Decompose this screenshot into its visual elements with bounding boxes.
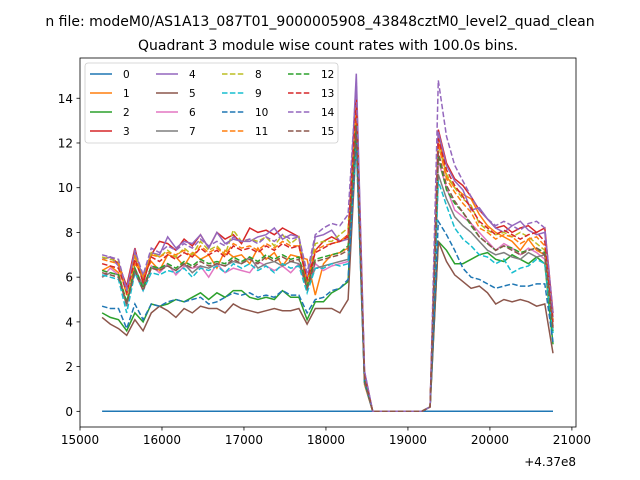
- x-tick-label: 19000: [389, 433, 427, 447]
- series-line-15: [101, 127, 554, 413]
- chart-title: Quadrant 3 module wise count rates with …: [138, 38, 518, 54]
- y-tick-label: 8: [65, 226, 73, 240]
- x-tick-label: 20000: [471, 433, 509, 447]
- axes: 15000 16000 17000 18000 19000 20000 21000 0 2 4 6 8…: [58, 57, 591, 447]
- legend-label-9: 9: [255, 88, 262, 100]
- axes-frame: [79, 57, 577, 428]
- y-tick-label: 2: [65, 360, 73, 374]
- y-tick-label: 12: [58, 136, 73, 150]
- y-tick-label: 6: [65, 271, 73, 285]
- legend-box: [84, 62, 339, 144]
- legend-label-1: 1: [123, 88, 130, 100]
- figure-suptitle: n file: modeM0/AS1A13_087T01_9000005908_…: [45, 14, 594, 30]
- legend-label-3: 3: [123, 126, 130, 138]
- legend-label-2: 2: [123, 107, 130, 119]
- series-line-5: [101, 140, 554, 413]
- x-tick-label: 15000: [61, 433, 99, 447]
- x-offset-label: +4.37e8: [524, 455, 576, 469]
- series-line-8: [101, 100, 554, 413]
- legend-label-12: 12: [321, 69, 334, 81]
- series-line-9: [101, 145, 554, 413]
- legend-label-0: 0: [123, 69, 130, 81]
- y-tick-label: 0: [65, 405, 73, 419]
- plot-area: [101, 73, 554, 413]
- x-tick-label: 21000: [553, 433, 591, 447]
- series-line-6: [101, 109, 554, 413]
- legend-label-4: 4: [189, 69, 196, 81]
- legend-label-10: 10: [255, 107, 268, 119]
- series-line-10: [101, 133, 554, 413]
- x-tick-label: 17000: [225, 433, 263, 447]
- legend-label-11: 11: [255, 126, 268, 138]
- series-line-1: [101, 120, 554, 413]
- y-tick-label: 4: [65, 315, 73, 329]
- series-line-13: [101, 98, 554, 413]
- legend-label-6: 6: [189, 107, 196, 119]
- series-line-14: [101, 80, 554, 413]
- legend-label-7: 7: [189, 126, 196, 138]
- legend-label-5: 5: [189, 88, 196, 100]
- x-tick-label: 18000: [307, 433, 345, 447]
- y-tick-label: 10: [58, 181, 73, 195]
- y-tick-label: 14: [58, 92, 73, 106]
- legend-label-15: 15: [321, 126, 334, 138]
- x-tick-label: 16000: [143, 433, 181, 447]
- legend-label-13: 13: [321, 88, 334, 100]
- series-line-11: [101, 107, 554, 413]
- legend-label-14: 14: [321, 107, 335, 119]
- legend-label-8: 8: [255, 69, 262, 81]
